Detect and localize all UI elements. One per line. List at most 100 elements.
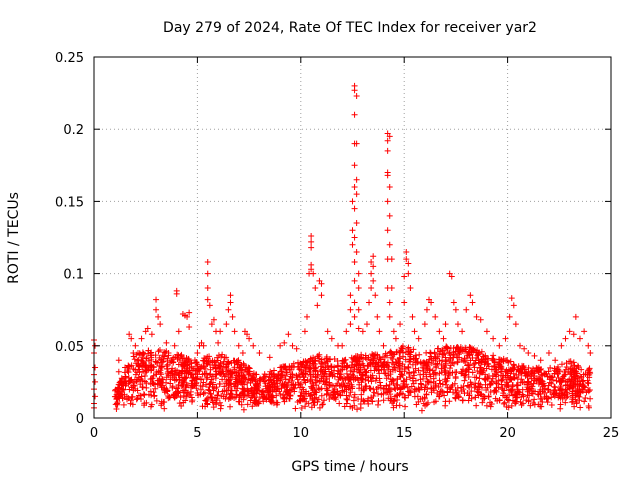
- data-point: [399, 349, 406, 356]
- x-tick-label: 20: [499, 426, 516, 441]
- data-point: [228, 391, 235, 398]
- data-point: [321, 397, 328, 404]
- data-point: [250, 342, 257, 349]
- data-point: [250, 390, 257, 397]
- y-tick-label: 0.2: [63, 123, 84, 138]
- data-point: [504, 396, 511, 403]
- data-point: [253, 397, 260, 404]
- data-point: [180, 360, 187, 367]
- data-point: [404, 384, 411, 391]
- data-point: [318, 392, 325, 399]
- data-point: [153, 369, 160, 376]
- data-point: [426, 356, 433, 363]
- data-point: [359, 328, 366, 335]
- data-point: [449, 382, 456, 389]
- data-point: [388, 354, 395, 361]
- data-point: [244, 331, 251, 338]
- data-point: [384, 198, 391, 205]
- data-point: [469, 369, 476, 376]
- data-point: [138, 373, 145, 380]
- data-point: [544, 399, 551, 406]
- data-point: [373, 365, 380, 372]
- data-point: [227, 403, 234, 410]
- data-point: [446, 358, 453, 365]
- data-point: [417, 380, 424, 387]
- data-point: [300, 359, 307, 366]
- data-point: [233, 376, 240, 383]
- data-point: [453, 352, 460, 359]
- data-point: [136, 369, 143, 376]
- data-points: [91, 82, 594, 414]
- data-point: [286, 366, 293, 373]
- data-point: [370, 253, 377, 260]
- data-point: [315, 396, 322, 403]
- data-point: [355, 270, 362, 277]
- data-point: [380, 390, 387, 397]
- data-point: [179, 368, 186, 375]
- data-point: [360, 386, 367, 393]
- data-point: [401, 368, 408, 375]
- data-point: [370, 393, 377, 400]
- data-point: [187, 388, 194, 395]
- data-point: [115, 357, 122, 364]
- data-point: [503, 381, 510, 388]
- data-point: [184, 358, 191, 365]
- data-point: [155, 313, 162, 320]
- data-point: [580, 377, 587, 384]
- data-point: [170, 359, 177, 366]
- data-point: [391, 385, 398, 392]
- data-point: [141, 392, 148, 399]
- data-point: [396, 354, 403, 361]
- data-point: [473, 354, 480, 361]
- data-point: [508, 386, 515, 393]
- data-point: [161, 387, 168, 394]
- data-point: [498, 368, 505, 375]
- data-point: [483, 402, 490, 409]
- data-point: [437, 388, 444, 395]
- data-point: [150, 364, 157, 371]
- data-point: [473, 402, 480, 409]
- data-point: [211, 358, 218, 365]
- data-point: [149, 379, 156, 386]
- data-point: [357, 405, 364, 412]
- data-point: [436, 393, 443, 400]
- data-point: [177, 394, 184, 401]
- data-point: [387, 349, 394, 356]
- data-point: [538, 380, 545, 387]
- data-point: [423, 401, 430, 408]
- data-point: [217, 328, 224, 335]
- data-point: [328, 335, 335, 342]
- data-point: [369, 398, 376, 405]
- data-point: [308, 244, 315, 251]
- data-point: [386, 183, 393, 190]
- data-point: [204, 285, 211, 292]
- data-point: [227, 299, 234, 306]
- data-point: [485, 373, 492, 380]
- data-point: [497, 365, 504, 372]
- data-point: [384, 227, 391, 234]
- data-point: [225, 306, 232, 313]
- data-point: [342, 376, 349, 383]
- data-point: [415, 398, 422, 405]
- data-point: [215, 388, 222, 395]
- data-point: [525, 350, 532, 357]
- data-point: [530, 400, 537, 407]
- data-point: [332, 396, 339, 403]
- data-point: [476, 384, 483, 391]
- data-point: [425, 399, 432, 406]
- data-point: [367, 359, 374, 366]
- data-point: [459, 328, 466, 335]
- data-point: [450, 360, 457, 367]
- data-point: [307, 365, 314, 372]
- data-point: [506, 313, 513, 320]
- data-point: [436, 328, 443, 335]
- data-point: [266, 354, 273, 361]
- data-point: [239, 385, 246, 392]
- data-point: [164, 368, 171, 375]
- data-point: [349, 227, 356, 234]
- data-point: [347, 403, 354, 410]
- data-point: [510, 302, 517, 309]
- data-point: [358, 391, 365, 398]
- data-point: [416, 351, 423, 358]
